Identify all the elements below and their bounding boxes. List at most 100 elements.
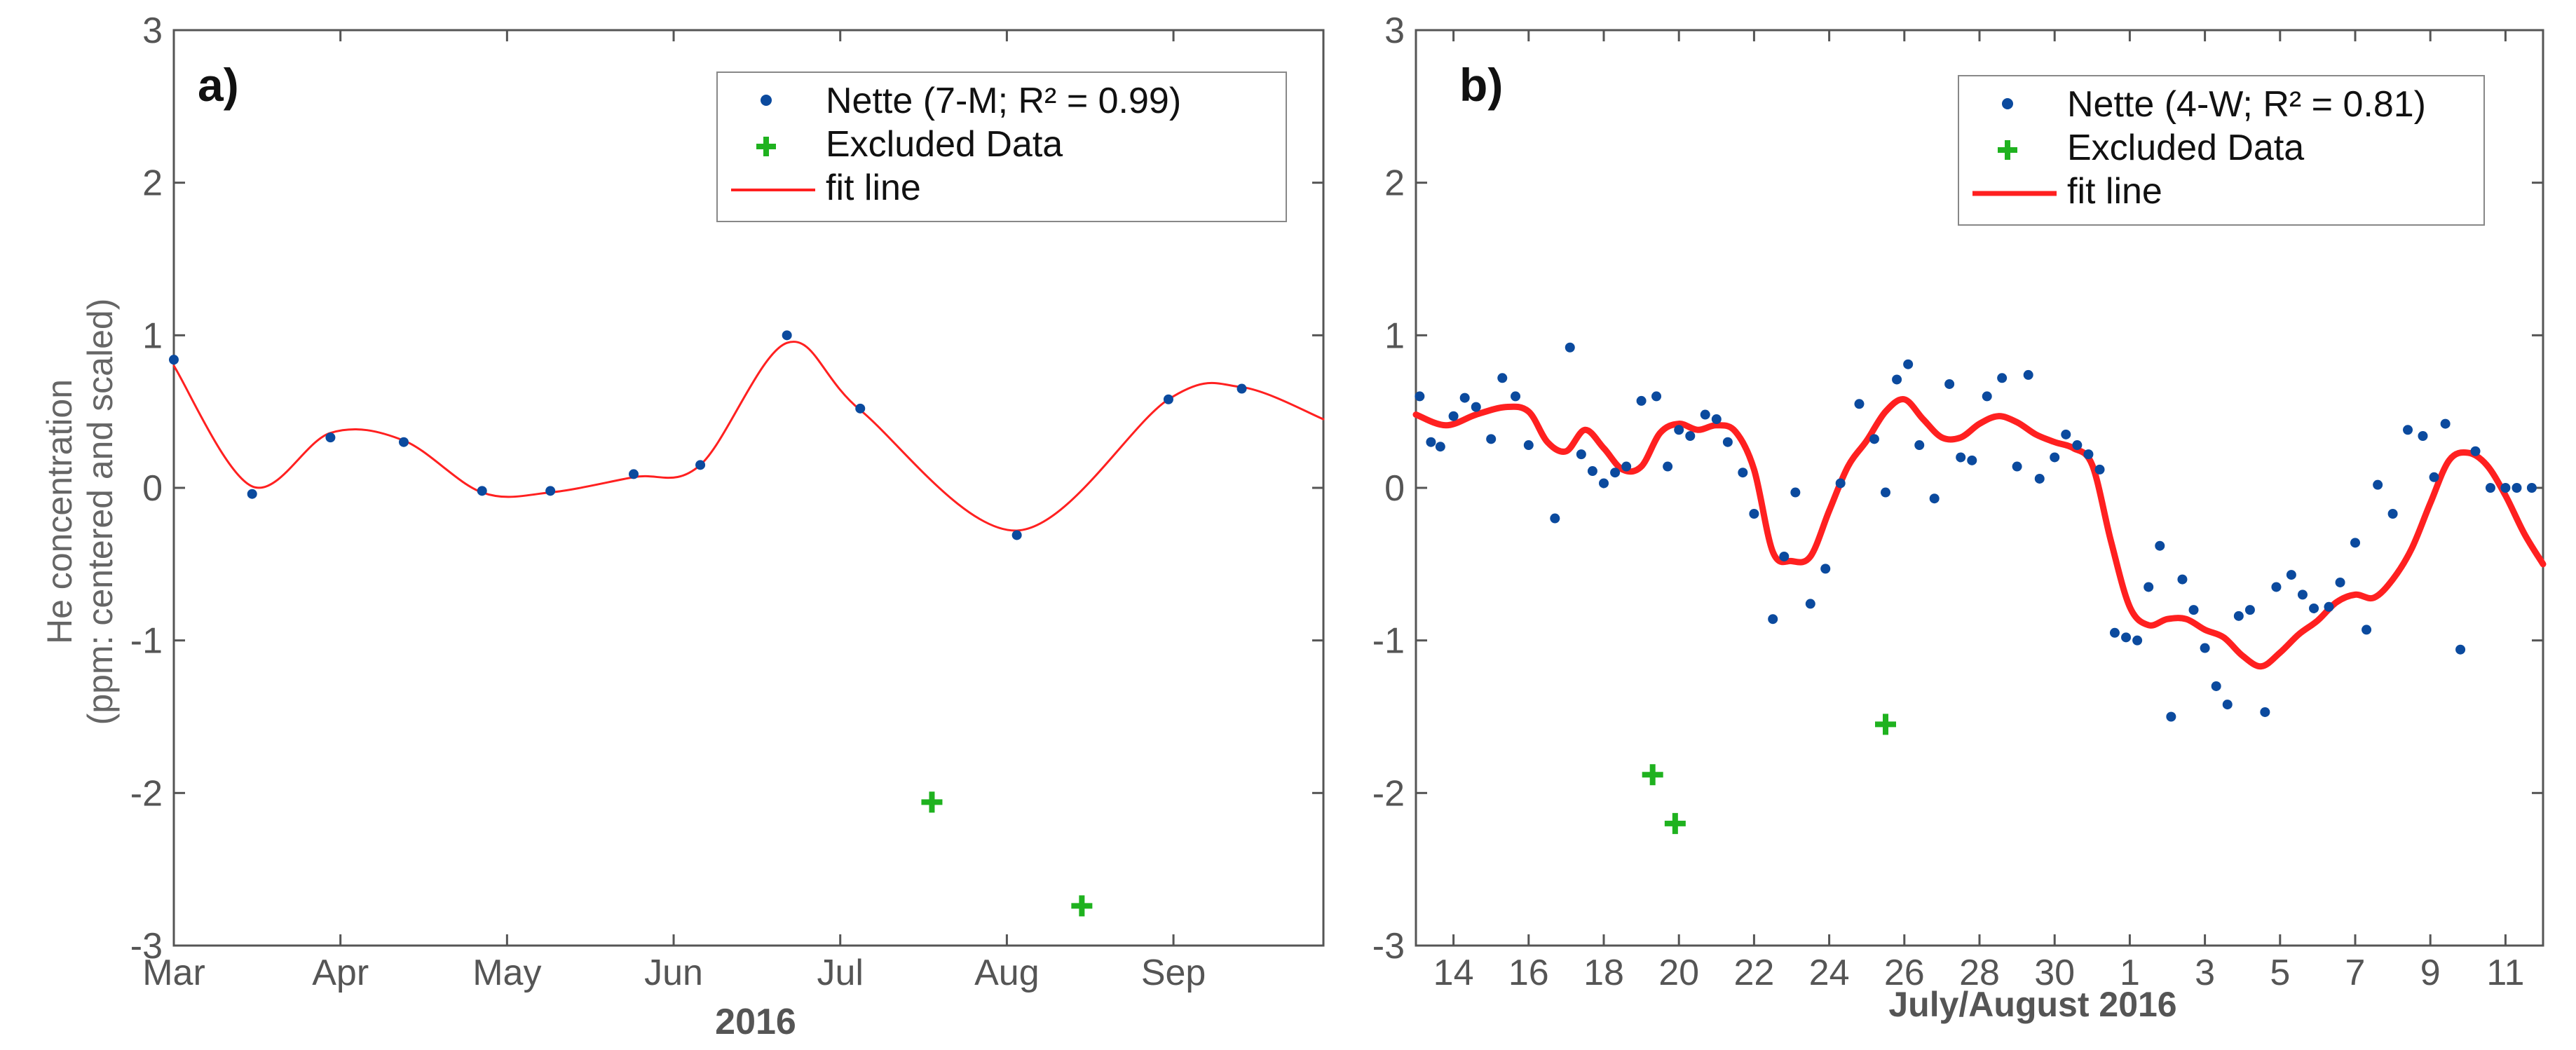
data-point-b: [2050, 452, 2060, 463]
data-point-b: [2429, 472, 2439, 482]
data-point-b: [2083, 449, 2094, 460]
legend-box: [716, 71, 1287, 222]
data-point-b: [1651, 391, 1662, 402]
x-tick-label: 16: [1508, 953, 1549, 993]
data-point-b: [2144, 582, 2154, 592]
data-point-b: [2061, 429, 2071, 439]
data-point-b: [2109, 627, 2120, 638]
data-point-b: [1471, 402, 1481, 412]
data-point-b: [2362, 625, 2372, 635]
legend-label: Excluded Data: [826, 124, 1063, 165]
data-point-b: [1700, 409, 1710, 420]
data-point-b: [1790, 487, 1801, 498]
x-axis-label-a: 2016: [715, 1002, 796, 1042]
y-tick-label: -3: [130, 926, 163, 967]
data-point-b: [1663, 461, 1673, 472]
legend-label: fit line: [2067, 171, 2162, 212]
data-point-b: [2470, 446, 2481, 456]
x-tick-label: Apr: [312, 953, 369, 993]
data-point-b: [2309, 603, 2319, 613]
data-point-a: [169, 355, 179, 365]
data-point-b: [1749, 509, 1759, 519]
data-point-a: [325, 432, 336, 443]
data-point-b: [1565, 342, 1575, 353]
data-point-b: [1738, 468, 1748, 478]
x-tick-label: Jul: [817, 953, 863, 993]
data-point-a: [1236, 383, 1247, 394]
data-point-b: [1779, 551, 1790, 561]
excluded-point-b: [1642, 764, 1663, 786]
x-tick-label: Mar: [142, 953, 205, 993]
data-point-b: [1881, 487, 1890, 498]
data-point-b: [1892, 374, 1902, 385]
legend-label: fit line: [826, 168, 921, 208]
data-point-b: [2271, 582, 2282, 592]
data-point-b: [2387, 509, 2398, 519]
panel-label-a: a): [198, 59, 239, 111]
fit-line-b: [1412, 396, 2547, 670]
data-point-b: [1929, 493, 1940, 504]
y-tick-label: 2: [142, 163, 163, 204]
x-axis-label-b: July/August 2016: [1888, 985, 2176, 1024]
data-point-b: [1869, 434, 1879, 444]
y-tick-label: 3: [1384, 11, 1405, 51]
data-point-a: [1011, 530, 1022, 540]
data-point-b: [1835, 478, 1846, 489]
x-tick-label: 18: [1583, 953, 1624, 993]
legend-dot-marker: [2002, 98, 2013, 109]
excluded-point-a: [921, 791, 943, 813]
data-point-b: [1903, 359, 1914, 369]
data-point-b: [2440, 418, 2451, 429]
data-point-b: [1448, 411, 1459, 421]
data-point-b: [2200, 643, 2210, 653]
legend-dot-marker: [761, 95, 772, 106]
data-point-b: [1576, 449, 1586, 460]
data-point-b: [2072, 440, 2083, 451]
x-tick-label: 26: [1884, 953, 1925, 993]
data-point-b: [2094, 464, 2105, 475]
data-point-a: [477, 486, 487, 496]
x-tick-label: 24: [1809, 953, 1850, 993]
excluded-point-a: [1071, 895, 1093, 917]
data-point-b: [2155, 540, 2165, 551]
data-point-b: [1610, 468, 1621, 478]
panel-a: He concentration (ppm: centered and scal…: [40, 11, 1325, 1042]
y-tick-label: -2: [1372, 773, 1405, 814]
x-tick-label: 22: [1733, 953, 1774, 993]
data-point-b: [1820, 564, 1831, 574]
data-point-b: [1997, 373, 2008, 383]
x-tick-label: 14: [1433, 953, 1474, 993]
y-tick-label: 1: [142, 315, 163, 356]
legend-label: Excluded Data: [2067, 128, 2304, 168]
data-point-b: [2023, 369, 2033, 380]
data-point-b: [1982, 391, 1992, 402]
fit-line-a: [172, 341, 1325, 532]
panel-b: -3 -2 -1 0 1 2 3 14 16 18 20 22 24 26 28 30 1 3 5 7 9 11 Nette…: [1372, 11, 2547, 1024]
plot-area-b: -3 -2 -1 0 1 2 3 14 16 18 20 22 24 26 28 30 1 3 5 7 9 11 Nette…: [1372, 11, 2547, 993]
data-point-b: [1944, 379, 1955, 389]
data-point-b: [2335, 577, 2345, 587]
data-point-b: [2455, 644, 2466, 655]
data-point-b: [2485, 483, 2495, 493]
data-point-b: [1599, 478, 1609, 489]
legend-box: [1958, 75, 2485, 226]
y-tick-label: 1: [1384, 315, 1405, 356]
legend-label: Nette (7-M; R² = 0.99): [826, 81, 1181, 121]
data-point-b: [2373, 479, 2383, 490]
data-point-b: [2188, 605, 2199, 615]
data-point-b: [1587, 466, 1597, 477]
data-point-b: [2211, 681, 2221, 691]
data-point-b: [2324, 601, 2334, 612]
data-point-a: [399, 437, 409, 447]
data-point-b: [2233, 611, 2244, 621]
data-point-b: [2260, 707, 2270, 717]
data-point-a: [1163, 394, 1173, 404]
data-point-b: [2222, 700, 2233, 710]
y-tick-label: -2: [130, 773, 163, 814]
y-tick-label: 3: [142, 11, 163, 51]
data-point-b: [2244, 605, 2255, 615]
data-point-b: [1550, 513, 1560, 524]
data-point-b: [2012, 461, 2022, 472]
